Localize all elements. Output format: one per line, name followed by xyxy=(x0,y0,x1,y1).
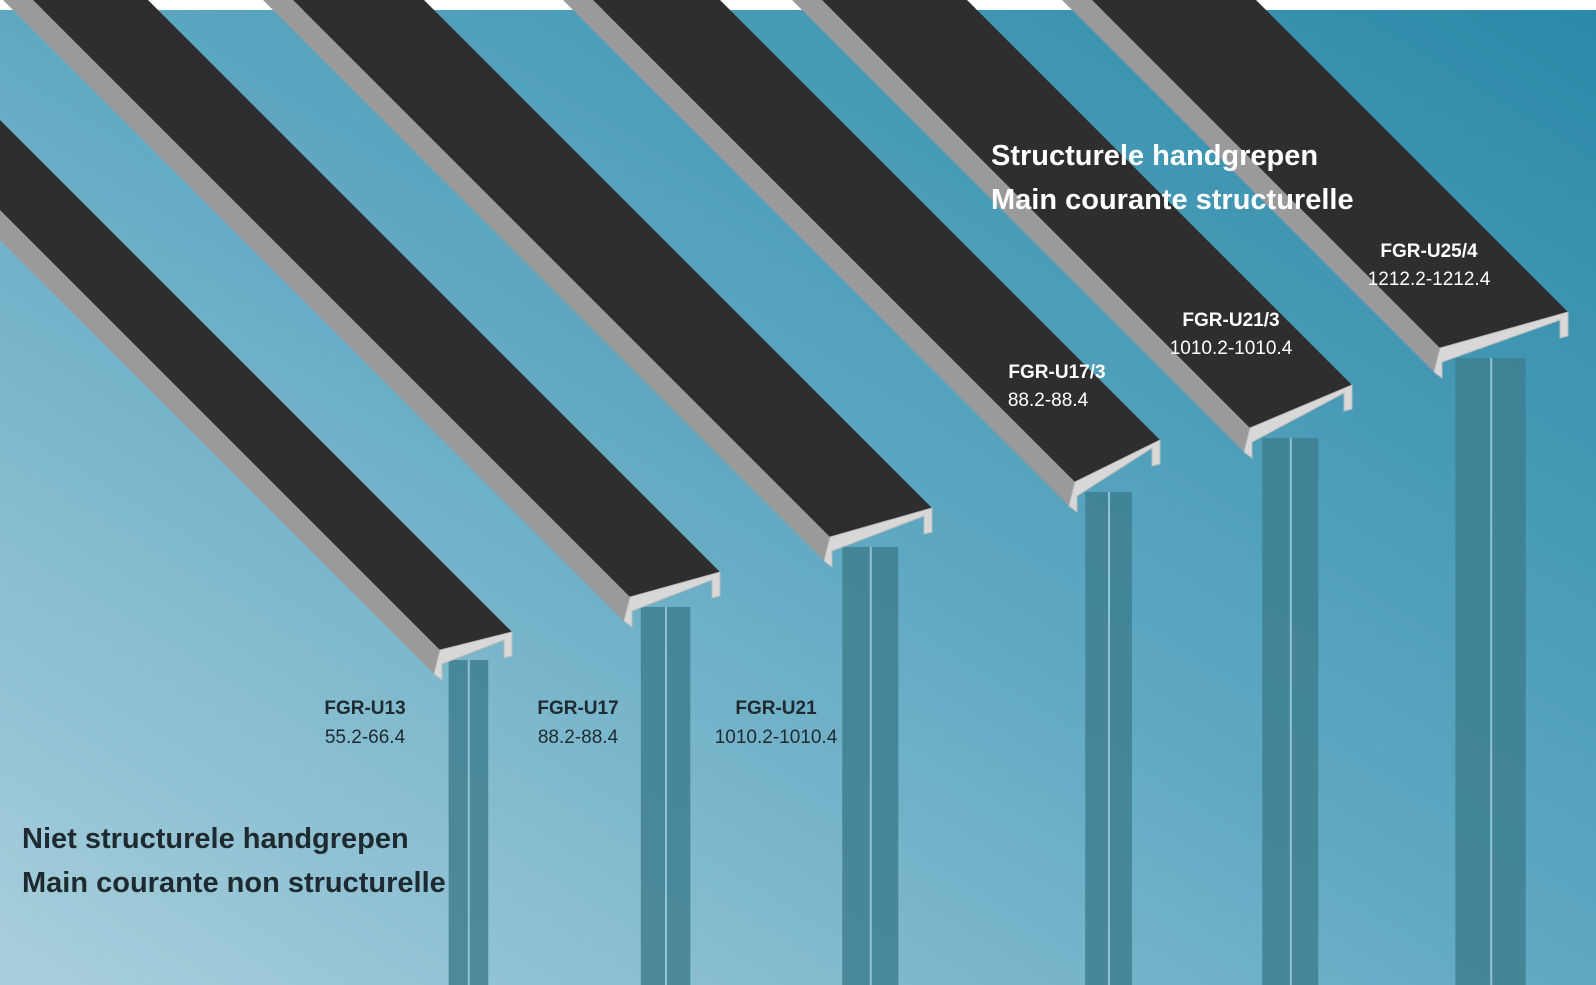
profile-side xyxy=(3,0,630,621)
profile-side xyxy=(263,0,830,561)
labels: Structurele handgrepen Main courante str… xyxy=(22,140,1491,899)
product-range: 88.2-88.4 xyxy=(538,727,619,748)
heading: Main courante structurelle xyxy=(991,184,1354,216)
profile-top xyxy=(0,120,512,650)
profile-side xyxy=(0,210,440,674)
profile-end xyxy=(823,507,933,568)
product-range: 88.2-88.4 xyxy=(1008,390,1089,411)
product-code: FGR-U17/3 xyxy=(1008,362,1105,383)
profile-end xyxy=(1243,384,1353,459)
profile-side xyxy=(1062,0,1440,372)
product-range: 1010.2-1010.4 xyxy=(1170,338,1293,359)
profile-top xyxy=(1092,0,1568,348)
profile-top xyxy=(822,0,1352,428)
product-code: FGR-U13 xyxy=(324,698,405,719)
profile-end xyxy=(433,631,513,681)
profile-side xyxy=(792,0,1250,452)
product-code: FGR-U25/4 xyxy=(1380,241,1478,262)
heading: Main courante non structurelle xyxy=(22,867,446,899)
profile-top xyxy=(593,0,1160,482)
profile-top xyxy=(293,0,932,537)
profile-end xyxy=(623,571,721,628)
product-code: FGR-U21/3 xyxy=(1182,310,1279,331)
product-range: 1010.2-1010.4 xyxy=(715,727,838,748)
product-range: 55.2-66.4 xyxy=(325,727,406,748)
profile-end xyxy=(1433,311,1569,379)
product-code: FGR-U21 xyxy=(735,698,817,719)
product-range: 1212.2-1212.4 xyxy=(1368,269,1491,290)
heading: Structurele handgrepen xyxy=(991,140,1318,172)
product-code: FGR-U17 xyxy=(537,698,618,719)
heading: Niet structurele handgrepen xyxy=(22,823,409,855)
profile-end xyxy=(1068,439,1161,513)
profile-top xyxy=(33,0,720,597)
profile-side xyxy=(563,0,1075,506)
